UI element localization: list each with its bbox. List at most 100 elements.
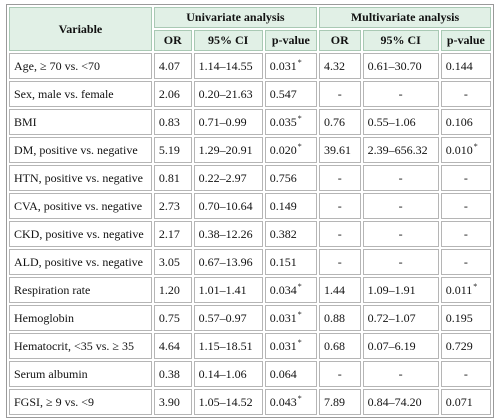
value-cell: 4.07 <box>153 53 192 79</box>
value-cell: - <box>318 81 361 107</box>
value-cell: - <box>362 361 439 387</box>
data-row: HTN, positive vs. negative 0.81 0.22–2.97 0… <box>9 165 491 191</box>
value-cell: 0.38 <box>153 361 192 387</box>
value-cell: 5.19 <box>153 137 192 163</box>
value-cell: 4.64 <box>153 333 192 359</box>
data-row: DM, positive vs. negative 5.19 1.29–20.91 0… <box>9 137 491 163</box>
value-cell: 1.44 <box>318 277 361 303</box>
value-cell: 3.05 <box>153 249 192 275</box>
value-cell: 2.17 <box>153 221 192 247</box>
value-cell: - <box>440 193 491 219</box>
value-cell: 39.61 <box>318 137 361 163</box>
variable-cell: Age, ≥ 70 vs. <70 <box>9 53 152 79</box>
data-row: ALD, positive vs. negative 3.05 0.67–13.96… <box>9 249 491 275</box>
p-value-cell: 0.043* <box>264 389 317 415</box>
data-row: CKD, positive vs. negative 2.17 0.38–12.26… <box>9 221 491 247</box>
value-cell: - <box>440 249 491 275</box>
data-row: FGSI, ≥ 9 vs. <9 3.90 1.05–14.52 0.043* 7.89… <box>9 389 491 415</box>
value-cell: - <box>318 249 361 275</box>
data-row: Hemoglobin 0.75 0.57–0.97 0.031* 0.88 0.72–1.… <box>9 305 491 331</box>
cell-text: 0.034 <box>269 283 297 297</box>
value-cell: 0.144 <box>440 53 491 79</box>
variable-cell: DM, positive vs. negative <box>9 137 152 163</box>
significance-mark: * <box>297 114 302 123</box>
value-cell: 0.84–74.20 <box>362 389 439 415</box>
value-cell: 3.90 <box>153 389 192 415</box>
data-row: Age, ≥ 70 vs. <70 4.07 1.14–14.55 0.031* 4.3… <box>9 53 491 79</box>
cell-text: 0.020 <box>269 143 297 157</box>
cell-text: 0.010 <box>445 143 473 157</box>
value-cell: - <box>440 221 491 247</box>
value-cell: - <box>362 221 439 247</box>
value-cell: - <box>440 81 491 107</box>
value-cell: 0.88 <box>318 305 361 331</box>
value-cell: 1.09–1.91 <box>362 277 439 303</box>
value-cell: 0.38–12.26 <box>193 221 263 247</box>
cell-text: 0.011 <box>445 283 473 297</box>
value-cell: - <box>318 361 361 387</box>
data-row: CVA, positive vs. negative 2.73 0.70–10.64… <box>9 193 491 219</box>
value-cell: - <box>362 193 439 219</box>
variable-cell: Respiration rate <box>9 277 152 303</box>
significance-mark: * <box>473 142 478 151</box>
variable-cell: ALD, positive vs. negative <box>9 249 152 275</box>
p-value-cell: 0.020* <box>264 137 317 163</box>
value-cell: 0.75 <box>153 305 192 331</box>
value-cell: 0.382 <box>264 221 317 247</box>
value-cell: 0.70–10.64 <box>193 193 263 219</box>
variable-cell: Hematocrit, <35 vs. ≥ 35 <box>9 333 152 359</box>
significance-mark: * <box>297 338 302 347</box>
column-header: OR <box>318 30 361 51</box>
value-cell: 1.05–14.52 <box>193 389 263 415</box>
value-cell: 0.729 <box>440 333 491 359</box>
data-row: Respiration rate 1.20 1.01–1.41 0.034* 1.44 1… <box>9 277 491 303</box>
value-cell: 0.61–30.70 <box>362 53 439 79</box>
value-cell: 7.89 <box>318 389 361 415</box>
table-body: Age, ≥ 70 vs. <70 4.07 1.14–14.55 0.031* 4.3… <box>9 53 491 415</box>
value-cell: 0.72–1.07 <box>362 305 439 331</box>
p-value-cell: 0.035* <box>264 109 317 135</box>
value-cell: 0.57–0.97 <box>193 305 263 331</box>
variable-cell: Serum albumin <box>9 361 152 387</box>
value-cell: - <box>318 221 361 247</box>
variable-cell: Sex, male vs. female <box>9 81 152 107</box>
significance-mark: * <box>473 282 478 291</box>
value-cell: 0.22–2.97 <box>193 165 263 191</box>
value-cell: 0.14–1.06 <box>193 361 263 387</box>
value-cell: 0.67–13.96 <box>193 249 263 275</box>
value-cell: - <box>362 249 439 275</box>
p-value-cell: 0.011* <box>440 277 491 303</box>
column-header: 95% CI <box>193 30 263 51</box>
cell-text: 0.043 <box>269 395 297 409</box>
column-header: Variable <box>9 7 152 51</box>
variable-cell: CVA, positive vs. negative <box>9 193 152 219</box>
data-row: BMI 0.83 0.71–0.99 0.035* 0.76 0.55–1.06 0.106 <box>9 109 491 135</box>
column-header: p-value <box>440 30 491 51</box>
significance-mark: * <box>297 282 302 291</box>
value-cell: 0.55–1.06 <box>362 109 439 135</box>
significance-mark: * <box>297 142 302 151</box>
data-row: Serum albumin 0.38 0.14–1.06 0.064- - - <box>9 361 491 387</box>
value-cell: 1.14–14.55 <box>193 53 263 79</box>
p-value-cell: 0.031* <box>264 305 317 331</box>
significance-mark: * <box>297 394 302 403</box>
column-header: p-value <box>264 30 317 51</box>
value-cell: 0.547 <box>264 81 317 107</box>
value-cell: 1.01–1.41 <box>193 277 263 303</box>
value-cell: 0.106 <box>440 109 491 135</box>
value-cell: 2.39–656.32 <box>362 137 439 163</box>
group-header: Univariate analysis <box>153 7 317 28</box>
cell-text: 0.031 <box>269 59 297 73</box>
variable-cell: HTN, positive vs. negative <box>9 165 152 191</box>
cell-text: 0.031 <box>269 311 297 325</box>
column-header: OR <box>153 30 192 51</box>
value-cell: 0.149 <box>264 193 317 219</box>
data-row: Sex, male vs. female 2.06 0.20–21.63 0.547-… <box>9 81 491 107</box>
value-cell: 0.071 <box>440 389 491 415</box>
variable-cell: FGSI, ≥ 9 vs. <9 <box>9 389 152 415</box>
table-container: Variable Univariate analysis Multivariat… <box>6 4 494 418</box>
significance-mark: * <box>297 310 302 319</box>
value-cell: - <box>318 165 361 191</box>
value-cell: 2.73 <box>153 193 192 219</box>
